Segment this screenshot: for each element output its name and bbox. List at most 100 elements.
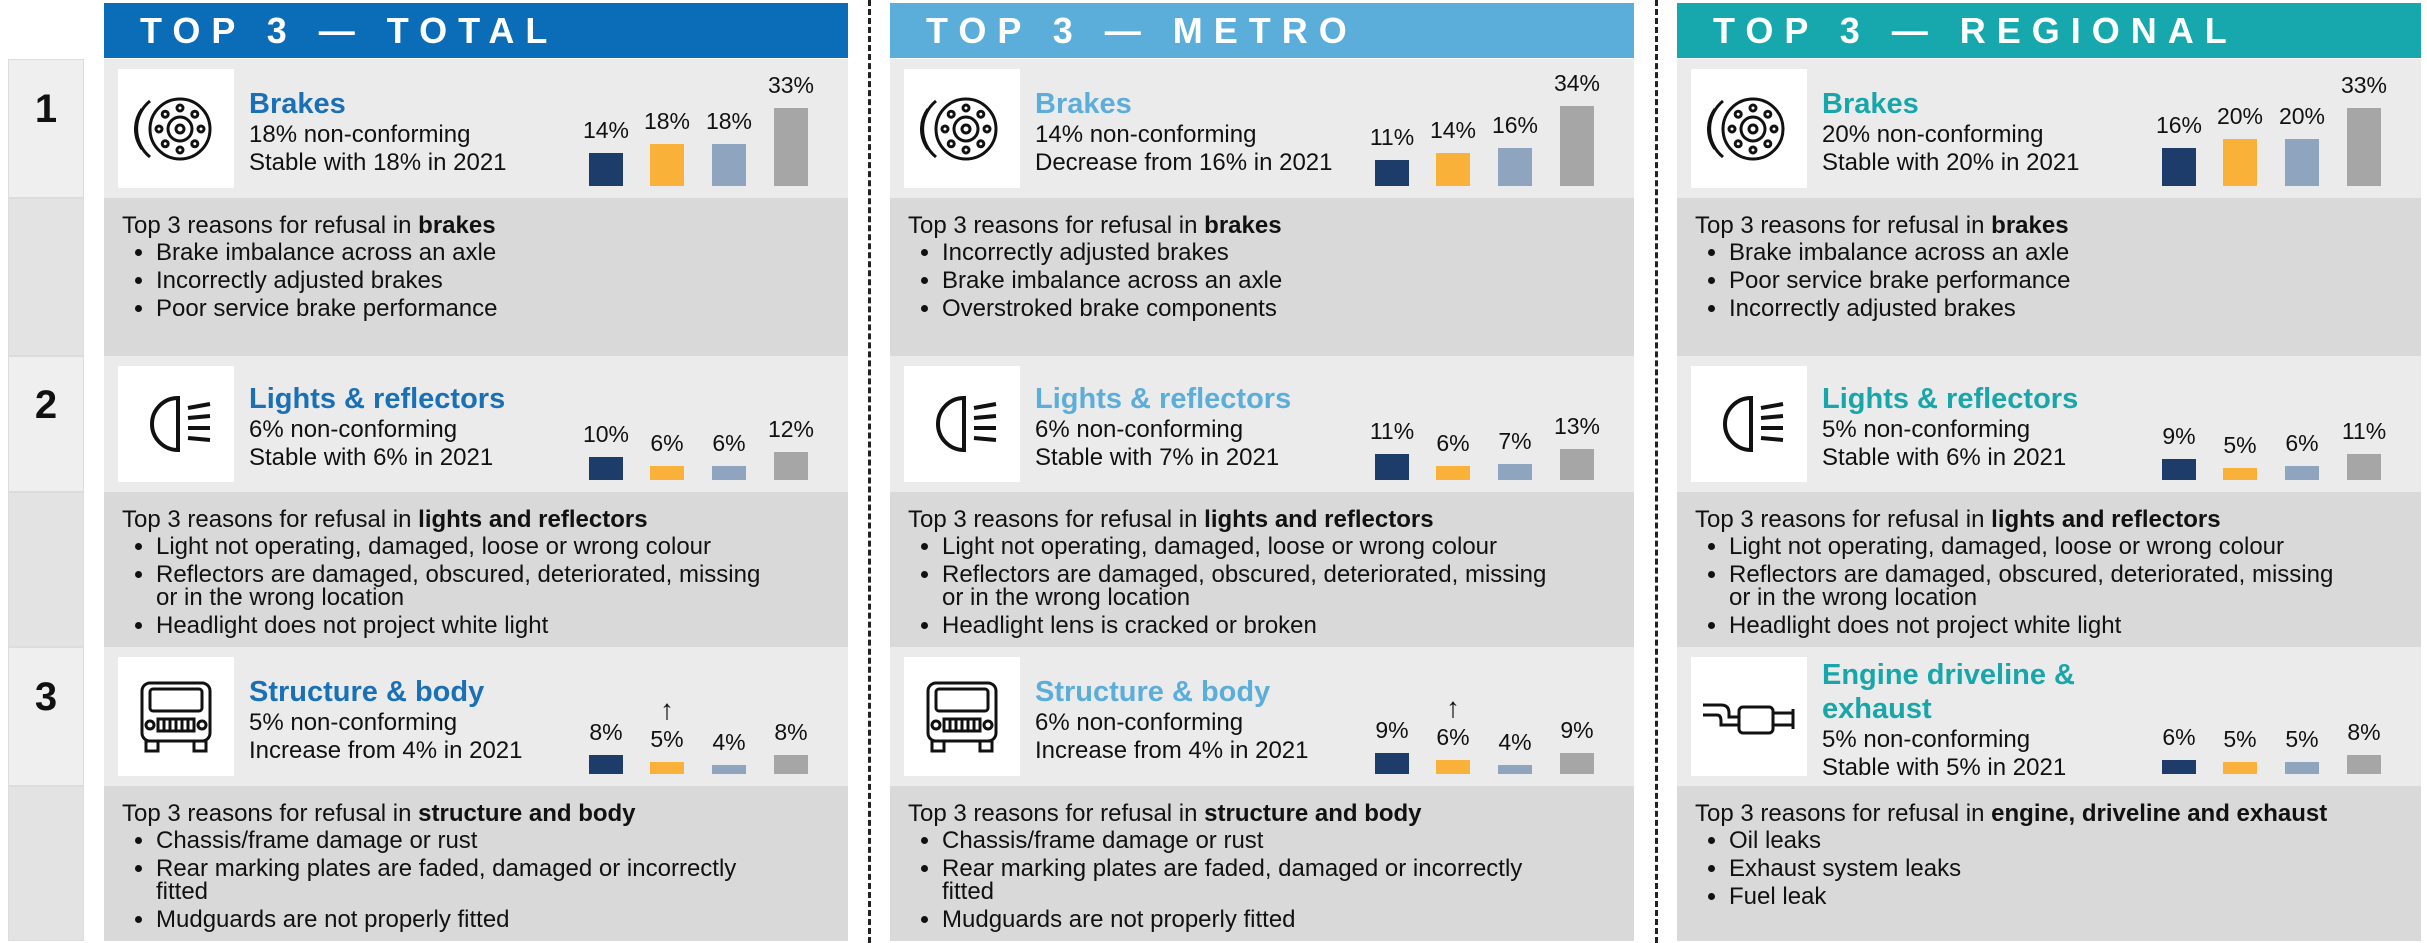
icon bbox=[1691, 69, 1807, 188]
reason: Incorrectly adjusted brakes bbox=[1729, 297, 2361, 321]
reasons-heading: Top 3 reasons for refusal in engine, dri… bbox=[1695, 800, 2361, 827]
reason: Chassis/frame damage or rust bbox=[942, 829, 1574, 853]
reasons-topic: lights and reflectors bbox=[1204, 506, 1434, 533]
item-name: Brakes bbox=[1035, 87, 1132, 120]
bar-label: 9% bbox=[1375, 716, 1409, 743]
bar bbox=[2347, 755, 2381, 774]
reason: Headlight does not project white light bbox=[1729, 614, 2361, 638]
reasons-topic: brakes bbox=[1991, 212, 2069, 239]
bar-label: 6% bbox=[712, 429, 746, 456]
icon bbox=[904, 657, 1020, 776]
bar bbox=[650, 762, 684, 774]
bar bbox=[1560, 449, 1594, 480]
reason: Incorrectly adjusted brakes bbox=[156, 269, 788, 293]
reasons-intro: Top 3 reasons for refusal in bbox=[1695, 212, 1992, 239]
reasons-row: Top 3 reasons for refusal in structure a… bbox=[104, 786, 848, 941]
reason: Headlight does not project white light bbox=[156, 614, 788, 638]
bar bbox=[1375, 752, 1409, 774]
reason: Rear marking plates are faded, damaged o… bbox=[156, 857, 788, 904]
item-trend-text: Decrease from 16% in 2021 bbox=[1035, 148, 1333, 176]
item-trend-text: Stable with 5% in 2021 bbox=[1822, 753, 2067, 781]
reason: Reflectors are damaged, obscured, deteri… bbox=[156, 563, 788, 610]
bar bbox=[2285, 465, 2319, 480]
reason: Brake imbalance across an axle bbox=[1729, 241, 2361, 265]
bar-label: 9% bbox=[1560, 716, 1594, 743]
item-text: Lights & reflectors 6% non-conforming Stab… bbox=[1035, 356, 1355, 492]
bar-label: 5% bbox=[2285, 726, 2319, 753]
item-rate: 20% non-conforming bbox=[1822, 120, 2044, 148]
item-row: Brakes 20% non-conforming Stable with 20% … bbox=[1677, 59, 2421, 198]
bar-label: 6% bbox=[1436, 723, 1470, 750]
bar-label: 11% bbox=[2341, 418, 2387, 445]
item-trend-text: Stable with 7% in 2021 bbox=[1035, 444, 1280, 471]
bar bbox=[774, 451, 808, 480]
bar bbox=[2347, 108, 2381, 186]
item-name: Lights & reflectors bbox=[249, 383, 506, 415]
item-rate: 6% non-conforming bbox=[249, 416, 458, 443]
bar-label: 16% bbox=[1491, 112, 1539, 139]
bar bbox=[1560, 106, 1594, 186]
reasons-intro: Top 3 reasons for refusal in bbox=[122, 800, 419, 827]
trend-arrow: ↑ bbox=[1446, 691, 1460, 723]
item-trend-text: Increase from 4% in 2021 bbox=[249, 736, 523, 764]
bar bbox=[2347, 454, 2381, 480]
rank-spacer bbox=[8, 198, 84, 356]
bar bbox=[2162, 458, 2196, 480]
item-text: Lights & reflectors 5% non-conforming Stab… bbox=[1822, 356, 2142, 492]
item-row: Structure & body 6% non-conforming Increas… bbox=[890, 647, 1634, 786]
icon bbox=[1691, 366, 1807, 482]
bar bbox=[1436, 153, 1470, 186]
item-row: Lights & reflectors 6% non-conforming Stab… bbox=[104, 356, 848, 492]
rank-spacer bbox=[8, 492, 84, 647]
panel-header: TOP 3 — TOTAL bbox=[104, 3, 848, 58]
bar bbox=[2162, 148, 2196, 186]
item-text: Brakes 18% non-conforming Stable with 18% … bbox=[249, 59, 569, 198]
reasons-heading: Top 3 reasons for refusal in brakes bbox=[908, 212, 1574, 239]
reason: Reflectors are damaged, obscured, deteri… bbox=[1729, 563, 2361, 610]
reasons-topic: structure and body bbox=[418, 800, 636, 827]
bar-label: 5% bbox=[2223, 726, 2257, 753]
reasons-list: Light not operating, damaged, loose or w… bbox=[1695, 535, 2361, 638]
item-row: Lights & reflectors 6% non-conforming Stab… bbox=[890, 356, 1634, 492]
bar bbox=[2285, 139, 2319, 186]
reason: Brake imbalance across an axle bbox=[156, 241, 788, 265]
item-rate: 18% non-conforming bbox=[249, 120, 471, 148]
item-row: Brakes 18% non-conforming Stable with 18% … bbox=[104, 59, 848, 198]
item-row: Brakes 14% non-conforming Decrease from 16… bbox=[890, 59, 1634, 198]
item-text: Brakes 20% non-conforming Stable with 20% … bbox=[1822, 59, 2142, 198]
bar bbox=[712, 764, 746, 774]
item-text: Structure & body 5% non-conforming Increas… bbox=[249, 647, 569, 786]
reasons-intro: Top 3 reasons for refusal in bbox=[1695, 506, 1992, 533]
rank-cell: 3 bbox=[8, 647, 84, 786]
bar bbox=[774, 108, 808, 186]
bar-label: 8% bbox=[589, 719, 623, 746]
bar-label: 6% bbox=[2285, 429, 2319, 456]
bar-label: 6% bbox=[1436, 429, 1470, 456]
item-text: Structure & body 6% non-conforming Increas… bbox=[1035, 647, 1355, 786]
item-row: Engine driveline & exhaust 5% non-conform… bbox=[1677, 647, 2421, 786]
item-name: Structure & body bbox=[1035, 675, 1271, 708]
icon bbox=[1691, 657, 1807, 776]
reasons-row: Top 3 reasons for refusal in lights and … bbox=[890, 492, 1634, 647]
reasons-list: Light not operating, damaged, loose or w… bbox=[122, 535, 788, 638]
reason: Overstroked brake components bbox=[942, 297, 1574, 321]
bar-label: 10% bbox=[582, 420, 630, 447]
item-name: Brakes bbox=[1822, 87, 1919, 120]
icon bbox=[118, 366, 234, 482]
item-name: Structure & body bbox=[249, 675, 485, 708]
reasons-topic: brakes bbox=[1204, 212, 1282, 239]
bar bbox=[712, 465, 746, 480]
item-row: Structure & body 5% non-conforming Increas… bbox=[104, 647, 848, 786]
item-name: Engine driveline & exhaust bbox=[1822, 658, 2075, 725]
bar-label: 9% bbox=[2162, 422, 2196, 449]
bar bbox=[2162, 759, 2196, 774]
reason: Fuel leak bbox=[1729, 885, 2361, 909]
bar bbox=[774, 755, 808, 774]
bar-label: 34% bbox=[1553, 70, 1601, 97]
bar bbox=[2223, 762, 2257, 774]
bar bbox=[589, 153, 623, 186]
reasons-list: Chassis/frame damage or rust Rear marking… bbox=[908, 829, 1574, 932]
item-text: Engine driveline & exhaust 5% non-conform… bbox=[1822, 647, 2142, 786]
rank-spacer bbox=[8, 786, 84, 941]
